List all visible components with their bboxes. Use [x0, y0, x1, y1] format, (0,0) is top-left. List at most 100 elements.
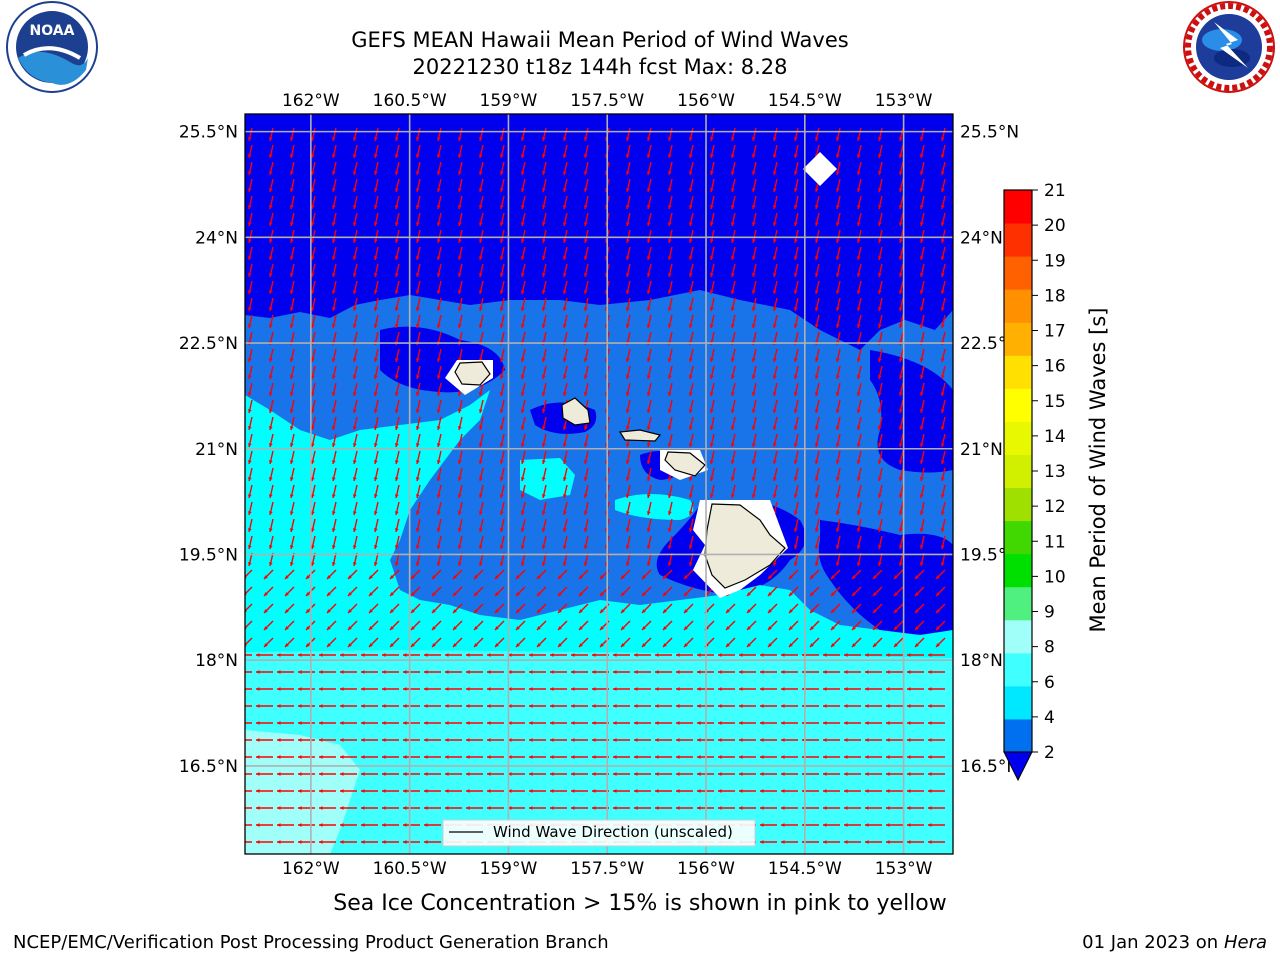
wind-wave-arrowhead	[264, 626, 268, 630]
wind-wave-arrowhead	[898, 273, 903, 277]
wind-wave-arrowhead	[940, 154, 945, 158]
wind-wave-arrowhead	[436, 137, 441, 141]
wind-wave-arrowhead	[919, 290, 924, 294]
wind-wave-arrowhead	[411, 609, 415, 613]
wind-wave-arrowhead	[747, 643, 751, 647]
wind-wave-arrowhead	[835, 443, 840, 447]
wind-wave-arrowhead	[655, 772, 659, 776]
wind-wave-arrowhead	[655, 755, 659, 759]
wind-wave-arrowhead	[394, 137, 399, 141]
wind-wave-arrowhead	[814, 307, 819, 311]
wind-wave-arrowhead	[352, 562, 357, 566]
wind-wave-arrowhead	[919, 358, 924, 362]
wind-wave-arrow	[245, 603, 253, 612]
wind-wave-arrowhead	[352, 511, 357, 515]
wind-wave-arrowhead	[457, 426, 462, 430]
wind-wave-arrowhead	[235, 840, 239, 844]
wind-wave-arrowhead	[894, 643, 898, 647]
wind-wave-arrowhead	[835, 256, 840, 260]
wind-wave-arrowhead	[613, 772, 617, 776]
wind-wave-arrowhead	[571, 772, 575, 776]
wind-wave-arrowhead	[621, 626, 625, 630]
wind-wave-arrowhead	[663, 592, 667, 596]
colorbar-segment	[1004, 619, 1032, 654]
wind-wave-arrowhead	[289, 358, 294, 362]
wind-wave-arrowhead	[919, 205, 924, 209]
wind-wave-arrowhead	[936, 626, 940, 630]
wind-wave-arrowhead	[445, 772, 449, 776]
wind-wave-arrowhead	[415, 494, 420, 498]
wind-wave-arrowhead	[667, 426, 672, 430]
wind-wave-arrowhead	[814, 409, 819, 413]
wind-wave-arrowhead	[268, 477, 273, 481]
wind-wave-arrowhead	[403, 823, 407, 827]
wind-wave-arrowhead	[394, 443, 399, 447]
noaa-logo: NOAA	[6, 1, 98, 93]
colorbar-segment	[1004, 685, 1032, 720]
wind-wave-arrowhead	[298, 721, 302, 725]
wind-wave-arrowhead	[499, 409, 504, 413]
wind-wave-arrowhead	[760, 704, 764, 708]
wind-wave-arrowhead	[537, 575, 541, 579]
wind-wave-arrowhead	[373, 154, 378, 158]
wind-wave-arrowhead	[289, 188, 294, 192]
wind-wave-arrowhead	[352, 494, 357, 498]
wind-wave-arrowhead	[331, 358, 336, 362]
wind-wave-arrowhead	[856, 562, 861, 566]
wind-wave-arrowhead	[394, 392, 399, 396]
wind-wave-arrowhead	[256, 806, 260, 810]
wind-wave-arrowhead	[373, 477, 378, 481]
wind-wave-arrowhead	[352, 290, 357, 294]
wind-wave-arrowhead	[730, 137, 735, 141]
wind-wave-arrowhead	[264, 643, 268, 647]
wind-wave-arrowhead	[936, 592, 940, 596]
wind-wave-arrowhead	[583, 528, 588, 532]
wind-wave-arrowhead	[508, 670, 512, 674]
wind-wave-arrowhead	[835, 154, 840, 158]
wind-wave-arrowhead	[348, 609, 352, 613]
wind-wave-arrowhead	[919, 222, 924, 226]
wind-wave-arrowhead	[478, 256, 483, 260]
wind-wave-arrowhead	[877, 562, 882, 566]
wind-wave-arrowhead	[625, 256, 630, 260]
wind-wave-arrowhead	[331, 511, 336, 515]
lat-tick-label: 24°N	[195, 228, 238, 248]
wind-wave-arrowhead	[562, 375, 567, 379]
lon-tick-label: 154.5°W	[768, 91, 842, 111]
wind-wave-arrowhead	[382, 687, 386, 691]
wind-wave-arrowhead	[621, 592, 625, 596]
wind-wave-arrowhead	[289, 375, 294, 379]
wind-wave-arrowhead	[940, 545, 945, 549]
wind-wave-arrowhead	[793, 477, 798, 481]
wind-wave-arrowhead	[369, 626, 373, 630]
wind-wave-arrowhead	[453, 626, 457, 630]
wind-wave-arrowhead	[331, 290, 336, 294]
wind-wave-arrowhead	[772, 324, 777, 328]
wind-wave-arrowhead	[865, 704, 869, 708]
wind-wave-arrowhead	[646, 426, 651, 430]
wind-wave-arrowhead	[436, 528, 441, 532]
wind-wave-arrowhead	[642, 575, 646, 579]
wind-wave-arrowhead	[718, 670, 722, 674]
wind-wave-arrowhead	[424, 653, 428, 657]
wind-wave-arrowhead	[915, 592, 919, 596]
wind-wave-arrowhead	[625, 273, 630, 277]
wind-wave-arrowhead	[940, 409, 945, 413]
wind-wave-arrowhead	[436, 324, 441, 328]
wind-wave-arrowhead	[516, 575, 520, 579]
wind-wave-arrowhead	[835, 137, 840, 141]
wind-wave-arrowhead	[277, 840, 281, 844]
wind-wave-arrowhead	[562, 545, 567, 549]
wind-wave-arrowhead	[667, 392, 672, 396]
wind-wave-arrowhead	[739, 670, 743, 674]
wind-wave-arrowhead	[277, 653, 281, 657]
wind-wave-arrowhead	[298, 687, 302, 691]
wind-wave-arrowhead	[520, 222, 525, 226]
wind-wave-arrowhead	[495, 592, 499, 596]
wind-wave-arrowhead	[235, 823, 239, 827]
wind-wave-arrowhead	[856, 460, 861, 464]
wind-wave-arrowhead	[726, 643, 730, 647]
wind-wave-arrowhead	[898, 222, 903, 226]
wind-wave-arrowhead	[247, 273, 252, 277]
wind-wave-arrowhead	[865, 806, 869, 810]
